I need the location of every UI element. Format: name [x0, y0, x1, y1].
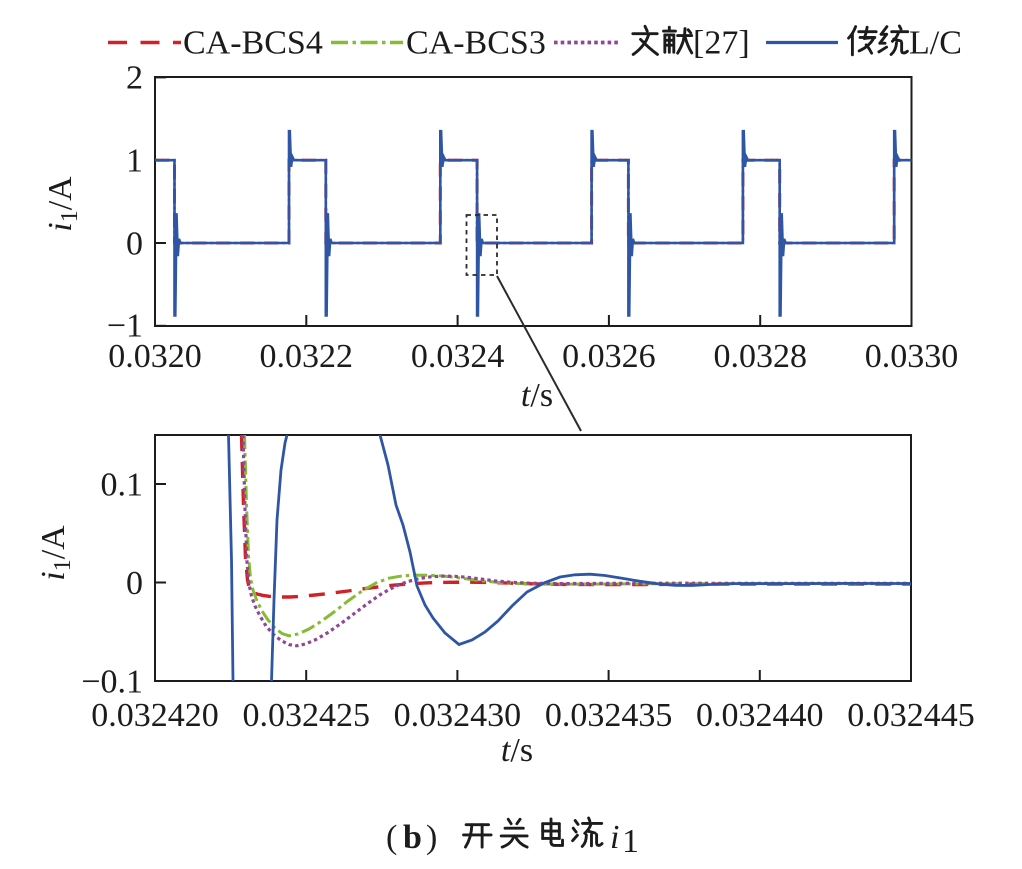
svg-text:CA-BCS4: CA-BCS4: [183, 25, 323, 62]
svg-text:CA-BCS3: CA-BCS3: [406, 25, 546, 62]
svg-text:0.032440: 0.032440: [696, 697, 824, 734]
svg-text:t/s: t/s: [521, 377, 553, 414]
svg-text:L/C: L/C: [909, 25, 962, 62]
svg-text:0.1: 0.1: [101, 467, 144, 504]
svg-text:0: 0: [126, 226, 143, 263]
svg-text:i1/A: i1/A: [42, 176, 83, 232]
svg-text:0.032435: 0.032435: [545, 697, 673, 734]
svg-text:2: 2: [126, 60, 143, 97]
svg-text:0: 0: [126, 565, 143, 602]
svg-text:0.0324: 0.0324: [411, 338, 505, 375]
svg-text:i1/A: i1/A: [35, 525, 76, 581]
svg-text:−1: −1: [107, 308, 143, 345]
svg-text:0.032425: 0.032425: [242, 697, 370, 734]
svg-text:1: 1: [622, 823, 639, 860]
svg-text:): ): [426, 819, 437, 856]
svg-text:0.0322: 0.0322: [260, 338, 354, 375]
svg-text:0.032445: 0.032445: [847, 697, 975, 734]
svg-text:0.032430: 0.032430: [394, 697, 522, 734]
svg-text:0.0320: 0.0320: [108, 338, 202, 375]
svg-text:i: i: [610, 819, 619, 856]
svg-text:−0.1: −0.1: [81, 664, 143, 701]
svg-text:(: (: [386, 819, 397, 856]
svg-text:0.0328: 0.0328: [713, 338, 807, 375]
svg-text:b: b: [403, 819, 422, 856]
svg-text:[27]: [27]: [693, 25, 750, 62]
svg-text:0.032420: 0.032420: [91, 697, 219, 734]
svg-text:t/s: t/s: [501, 732, 533, 769]
svg-text:0.0326: 0.0326: [562, 338, 656, 375]
svg-text:1: 1: [126, 143, 143, 180]
svg-text:0.0330: 0.0330: [865, 338, 959, 375]
